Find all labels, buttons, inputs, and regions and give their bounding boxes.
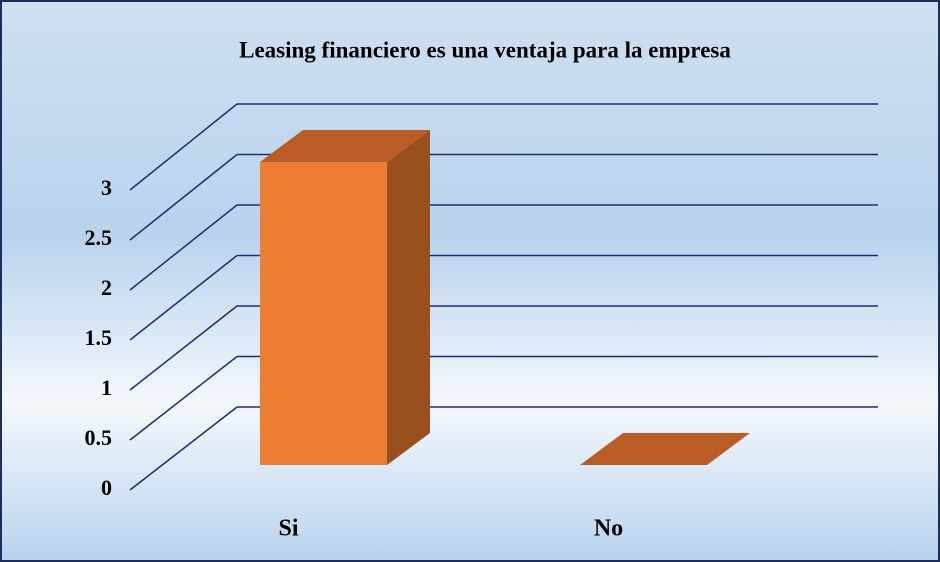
y-tick-label: 2.5: [85, 225, 113, 250]
y-tick-label: 3: [101, 175, 112, 200]
x-tick-label: Si: [278, 516, 298, 542]
grid-line: [129, 406, 238, 491]
grid-line: [129, 305, 238, 391]
bar-side: [387, 130, 430, 465]
grid-line: [129, 355, 238, 441]
grid-line: [129, 204, 238, 291]
y-tick-label: 2: [101, 275, 112, 300]
bar-front: [260, 162, 387, 465]
grid: 0 0.5 1 1.5 2 2.5 3: [85, 103, 878, 500]
y-tick-label: 1.5: [85, 325, 113, 350]
grid-line: [129, 153, 238, 241]
bar-top: [580, 433, 750, 465]
y-tick-label: 0: [101, 475, 112, 500]
x-tick-label: No: [594, 516, 623, 542]
grid-line: [129, 103, 238, 191]
y-tick-label: 1: [101, 375, 112, 400]
bar-top: [260, 130, 430, 162]
grid-line: [129, 254, 238, 341]
y-tick-label: 0.5: [85, 425, 113, 450]
chart-title: Leasing financiero es una ventaja para l…: [239, 37, 731, 62]
bars: Si No: [260, 130, 750, 542]
